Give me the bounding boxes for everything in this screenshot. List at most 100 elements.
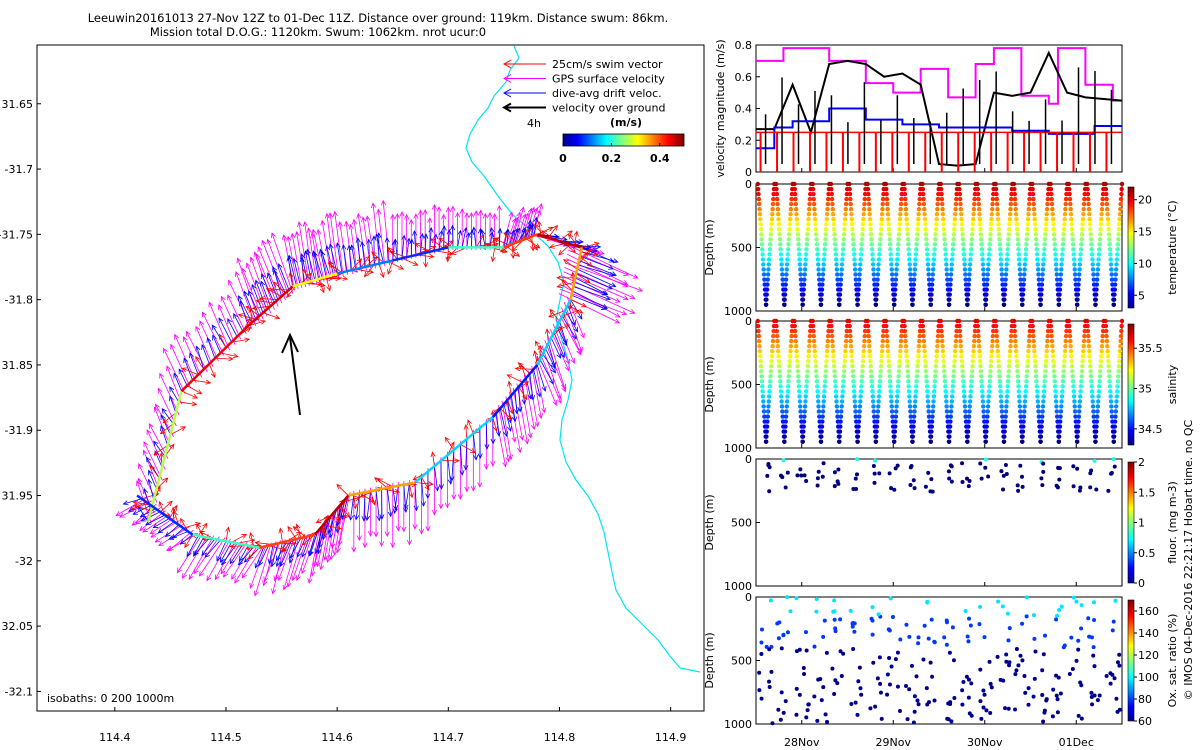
sal-sample-point	[1089, 379, 1094, 384]
gps-velocity-arrow-head	[131, 520, 138, 526]
sal-sample-point	[868, 359, 873, 364]
sal-sample-point	[1018, 409, 1023, 414]
gps-velocity-arrow-head	[502, 461, 508, 468]
gps-velocity-arrow-head	[524, 438, 530, 445]
gps-velocity-arrow-head	[220, 295, 226, 302]
sal-sample-point	[905, 364, 910, 369]
gps-velocity-arrow-head	[282, 234, 287, 240]
sal-sample-point	[795, 369, 801, 374]
drift-velocity-arrow	[336, 501, 344, 527]
gps-velocity-arrow-head	[273, 575, 279, 582]
temp-sample-point	[1053, 262, 1059, 267]
sal-sample-point	[1048, 323, 1054, 329]
drift-velocity-arrow	[542, 353, 556, 373]
oxygen-sample-point	[833, 629, 838, 634]
temp-sample-point	[805, 232, 810, 237]
sal-sample-point	[1042, 374, 1048, 379]
swim-vector-arrow	[225, 527, 229, 542]
sal-sample-point	[994, 338, 1000, 344]
temp-sample-point	[871, 272, 877, 277]
swim-vector-arrow-head	[195, 355, 201, 362]
temp-sample-point	[915, 227, 920, 232]
sal-sample-point	[951, 369, 957, 374]
sal-sample-point	[1115, 379, 1121, 384]
sal-sample-point	[1006, 374, 1011, 379]
temp-sample-point	[796, 247, 802, 252]
sal-sample-point	[763, 434, 768, 439]
sal-sample-point	[1044, 353, 1049, 359]
temp-sample-point	[803, 262, 808, 267]
temp-sample-point	[1106, 227, 1111, 232]
oxygen-sample-point	[803, 630, 808, 635]
temp-sample-point	[987, 242, 992, 247]
temp-sample-point	[988, 232, 993, 237]
oxygen-sample-point	[979, 716, 984, 721]
oxygen-sample-point	[1055, 613, 1060, 618]
temp-sample-point	[1044, 211, 1049, 217]
drift-velocity-arrow	[466, 232, 470, 248]
temp-sample-point	[817, 287, 823, 292]
temp-sample-point	[1034, 242, 1039, 247]
sal-sample-point	[896, 369, 902, 374]
sal-sample-point	[1107, 384, 1113, 389]
temp-sample-point	[888, 247, 893, 252]
swim-vector-arrow	[192, 379, 211, 384]
drift-velocity-arrow-head	[140, 516, 147, 522]
sal-sample-point	[780, 414, 785, 419]
temp-sample-point	[1050, 216, 1056, 222]
temp-sample-point	[1049, 196, 1054, 202]
drift-velocity-arrow	[571, 294, 607, 310]
gps-velocity-arrow-head	[119, 512, 125, 518]
temp-sample-point	[783, 277, 789, 282]
gps-velocity-arrow	[182, 534, 209, 579]
gps-velocity-arrow-head	[406, 539, 412, 546]
oxygen-sample-point	[978, 667, 983, 672]
oxygen-sample-point	[1117, 652, 1122, 657]
sal-sample-point	[957, 323, 962, 329]
temp-sample-point	[950, 242, 956, 247]
sal-sample-point	[969, 379, 974, 384]
drift-velocity-arrow-head	[609, 271, 615, 277]
gps-velocity-arrow	[512, 387, 523, 440]
temp-sample-point	[996, 232, 1002, 237]
temp-sample-point	[1077, 267, 1082, 272]
temp-sample-point	[810, 181, 815, 187]
sal-sample-point	[996, 359, 1001, 364]
temp-sample-point	[925, 252, 930, 257]
oxygen-sample-point	[1042, 708, 1047, 713]
sal-sample-point	[1007, 359, 1012, 364]
sal-sample-point	[1000, 414, 1005, 419]
swim-vector-arrow-head	[567, 230, 573, 236]
swim-vector-arrow-head	[438, 237, 445, 243]
temp-sample-point	[960, 232, 965, 237]
temp-sample-point	[1085, 181, 1090, 187]
temp-sample-point	[1107, 247, 1113, 252]
swim-vector-arrow-head	[295, 523, 301, 530]
fluorescence-sample-point	[960, 480, 965, 485]
drift-velocity-arrow-head	[533, 216, 539, 223]
temp-sample-point	[1078, 252, 1083, 257]
temp-sample-point	[888, 257, 894, 262]
sal-sample-point	[777, 374, 783, 379]
drift-velocity-arrow	[248, 290, 260, 317]
sal-sample-point	[1016, 384, 1021, 389]
temp-sample-point	[997, 237, 1002, 242]
sal-sample-point	[818, 429, 823, 434]
oxy-cbar-label: 100	[1138, 671, 1159, 684]
swim-vector-arrow-head	[508, 408, 514, 415]
fluorescence-sample-point	[930, 489, 935, 494]
temp-sample-point	[867, 206, 872, 212]
sal-sample-point	[1005, 379, 1011, 384]
sal-sample-point	[1082, 333, 1087, 339]
oxygen-sample-point	[878, 690, 883, 695]
sal-sample-point	[1016, 394, 1022, 399]
swim-vector-arrow	[339, 505, 350, 518]
temp-sample-point	[921, 201, 927, 207]
swim-vector-arrow-head	[423, 262, 429, 268]
temp-sample-point	[1059, 267, 1064, 272]
temp-sample-point	[1073, 287, 1079, 292]
sal-sample-point	[835, 419, 841, 424]
sal-sample-point	[1096, 394, 1101, 399]
sal-sample-point	[835, 409, 840, 414]
temp-sample-point	[818, 292, 823, 297]
